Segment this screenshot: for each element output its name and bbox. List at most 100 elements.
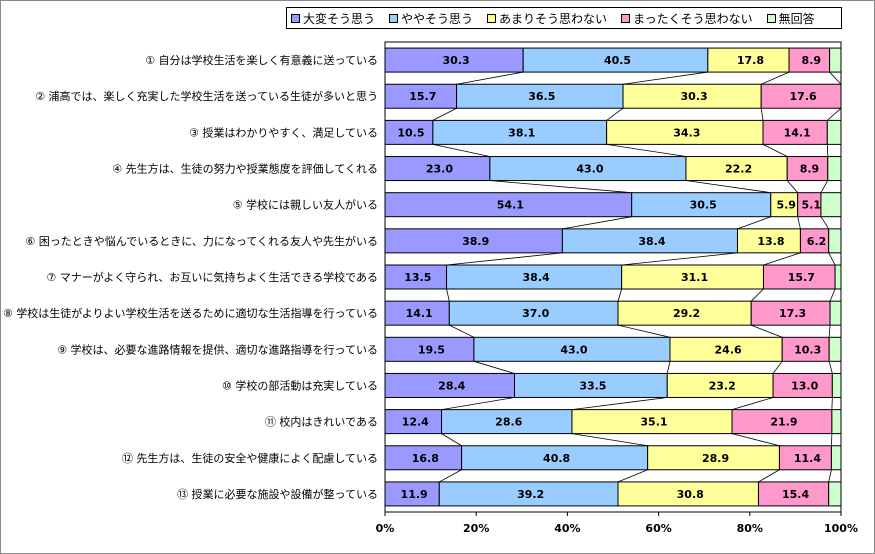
data-label: 38.9 bbox=[462, 235, 489, 248]
series-line bbox=[786, 180, 798, 193]
bar-segment bbox=[834, 264, 842, 290]
series-line bbox=[617, 324, 671, 338]
data-label: 15.7 bbox=[409, 90, 436, 103]
bar-segment bbox=[384, 83, 458, 109]
bar-segment bbox=[446, 264, 623, 290]
data-label: 5.1 bbox=[802, 199, 822, 212]
series-line bbox=[446, 252, 563, 266]
data-label: 5.9 bbox=[776, 199, 796, 212]
series-line bbox=[827, 107, 842, 121]
series-line bbox=[763, 252, 801, 266]
bar-segment bbox=[666, 372, 774, 398]
series-line bbox=[731, 433, 780, 447]
data-label: 8.9 bbox=[800, 163, 820, 176]
category-label: ③ 授業はわかりやすく、満足している bbox=[189, 125, 378, 139]
bar-segment bbox=[647, 445, 780, 471]
data-label: 34.3 bbox=[673, 126, 700, 139]
data-label: 28.4 bbox=[438, 379, 465, 392]
bar-segment bbox=[384, 228, 563, 254]
data-label: 33.5 bbox=[579, 379, 606, 392]
data-label: 13.0 bbox=[791, 379, 818, 392]
data-label: 11.4 bbox=[794, 452, 821, 465]
legend-label: まったくそう思わない bbox=[633, 11, 753, 26]
series-line bbox=[621, 252, 738, 266]
bar-segment bbox=[770, 192, 799, 218]
data-label: 8.9 bbox=[802, 54, 822, 67]
series-line bbox=[439, 469, 462, 483]
series-line bbox=[797, 216, 801, 229]
x-tick-label: 20% bbox=[463, 522, 489, 535]
series-line bbox=[622, 71, 708, 85]
data-label: 14.1 bbox=[406, 307, 433, 320]
bar-segment bbox=[828, 336, 842, 362]
data-label: 31.1 bbox=[681, 271, 708, 284]
series-line bbox=[666, 361, 671, 374]
category-label: ⑫ 先生方は、生徒の安全や健康によく配慮している bbox=[122, 451, 378, 465]
data-label: 19.5 bbox=[418, 343, 445, 356]
x-tick-label: 100% bbox=[824, 522, 858, 535]
bar-segment bbox=[685, 156, 788, 182]
series-line bbox=[489, 180, 632, 194]
series-line bbox=[761, 71, 790, 85]
bar-segment bbox=[622, 83, 762, 109]
data-label: 28.9 bbox=[702, 452, 729, 465]
series-line bbox=[606, 143, 687, 157]
legend-swatch bbox=[291, 13, 300, 23]
bar-segment bbox=[473, 336, 671, 362]
category-label: ⑧ 学校は生徒がよりよい学校生活を送るために適切な生活指導を行っている bbox=[3, 306, 378, 320]
category-label: ② 浦高では、楽しく充実した学校生活を送っている生徒が多いと思う bbox=[35, 89, 378, 103]
series-line bbox=[820, 180, 829, 193]
bar-segment bbox=[827, 156, 842, 182]
bar-segment bbox=[831, 372, 842, 398]
bar-segment bbox=[786, 156, 829, 182]
bar-segment bbox=[384, 372, 516, 398]
x-tick-label: 60% bbox=[645, 522, 671, 535]
bar-segment bbox=[750, 300, 831, 326]
series-line bbox=[617, 288, 623, 302]
bar-segment bbox=[731, 409, 833, 435]
series-line bbox=[571, 397, 668, 411]
data-label: 12.4 bbox=[402, 416, 429, 429]
series-line bbox=[441, 433, 462, 447]
series-line bbox=[829, 71, 842, 85]
data-label: 40.8 bbox=[543, 452, 570, 465]
series-line bbox=[432, 143, 490, 157]
data-label: 10.3 bbox=[794, 343, 821, 356]
data-label: 43.0 bbox=[560, 343, 587, 356]
series-line bbox=[750, 288, 764, 302]
bar-segment bbox=[384, 300, 450, 326]
data-label: 38.4 bbox=[523, 271, 550, 284]
data-label: 15.4 bbox=[782, 488, 809, 501]
bar-segment bbox=[571, 409, 733, 435]
data-label: 10.5 bbox=[397, 126, 424, 139]
category-label: ⑦ マナーがよく守られ、お互いに気持ちよく生活できる学校である bbox=[46, 270, 378, 284]
series-line bbox=[751, 324, 783, 338]
bar-segment bbox=[384, 445, 463, 471]
bar-segment bbox=[617, 300, 752, 326]
bar-segment bbox=[384, 481, 440, 507]
bar-segment bbox=[828, 228, 842, 254]
series-line bbox=[829, 288, 836, 302]
bar-segment bbox=[799, 228, 830, 254]
data-label: 11.9 bbox=[401, 488, 428, 501]
data-label: 43.0 bbox=[576, 163, 603, 176]
data-label: 30.3 bbox=[681, 90, 708, 103]
series-line bbox=[762, 144, 788, 157]
bar-segment bbox=[461, 445, 649, 471]
bar-segment bbox=[489, 156, 687, 182]
bar-segment bbox=[762, 264, 836, 290]
data-label: 21.9 bbox=[770, 416, 797, 429]
legend-label: ややそう思う bbox=[401, 11, 474, 26]
series-line bbox=[737, 216, 771, 230]
data-label: 17.3 bbox=[779, 307, 806, 320]
series-line bbox=[828, 361, 833, 374]
data-label: 29.2 bbox=[673, 307, 700, 320]
bar-segment bbox=[831, 409, 842, 435]
category-label: ⑥ 困ったときや悩んでいるときに、力になってくれる友人や先生がいる bbox=[25, 234, 378, 248]
data-label: 23.2 bbox=[709, 379, 736, 392]
data-label: 54.1 bbox=[497, 199, 524, 212]
data-label: 17.8 bbox=[737, 54, 764, 67]
data-label: 22.2 bbox=[725, 163, 752, 176]
bar-segment bbox=[828, 481, 842, 507]
series-line bbox=[449, 324, 475, 338]
